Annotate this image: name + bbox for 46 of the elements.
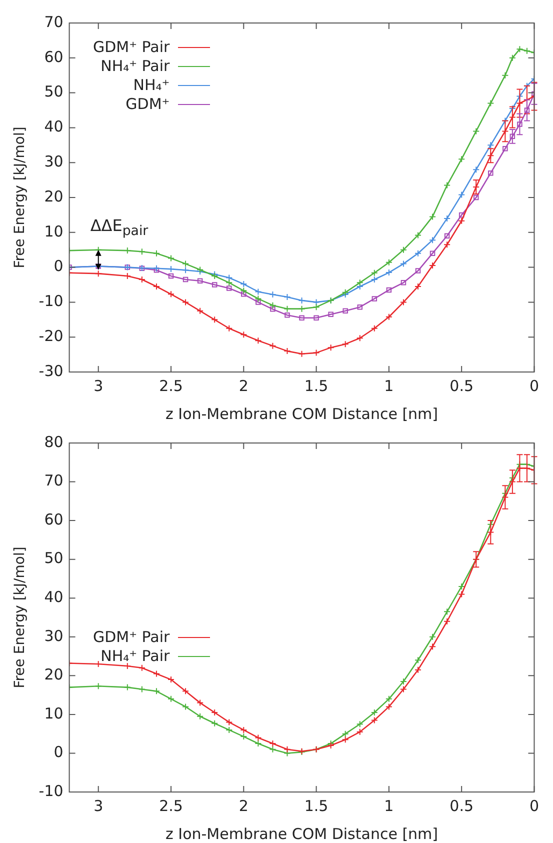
x-tick-label: 0.5 bbox=[450, 376, 474, 395]
y-tick-label: -10 bbox=[38, 782, 64, 800]
x-tick-label: 2 bbox=[238, 376, 248, 395]
legend-label: NH₄⁺ Pair bbox=[100, 57, 170, 76]
y-tick-label: 10 bbox=[44, 222, 64, 240]
y-tick-label: 60 bbox=[44, 48, 64, 66]
y-axis-title: Free Energy [kJ/mol] bbox=[12, 546, 28, 688]
x-tick-label: 0.5 bbox=[450, 796, 474, 815]
x-tick-label: 1 bbox=[384, 376, 394, 395]
x-axis-title: z Ion-Membrane COM Distance [nm] bbox=[166, 404, 438, 423]
x-tick-label: 0 bbox=[529, 376, 539, 395]
y-tick-label: 30 bbox=[44, 626, 64, 645]
y-tick-label: 0 bbox=[54, 743, 64, 762]
legend-label: GDM⁺ Pair bbox=[93, 38, 170, 57]
x-tick-label: 3 bbox=[94, 796, 104, 815]
y-tick-label: 50 bbox=[44, 549, 64, 568]
y-tick-label: 0 bbox=[54, 257, 64, 276]
y-tick-label: -10 bbox=[38, 292, 64, 310]
x-tick-label: 2 bbox=[238, 796, 248, 815]
x-tick-label: 1 bbox=[384, 796, 394, 815]
legend-label: NH₄⁺ bbox=[133, 76, 170, 95]
x-tick-label: 1.5 bbox=[304, 376, 328, 395]
y-tick-label: 60 bbox=[44, 510, 64, 528]
legend-label: GDM⁺ Pair bbox=[93, 628, 170, 647]
x-tick-label: 1.5 bbox=[304, 796, 328, 815]
annotation: ΔΔE$_{pair}$ bbox=[90, 216, 148, 240]
y-tick-label: 80 bbox=[44, 432, 64, 451]
y-tick-label: 20 bbox=[44, 666, 64, 684]
y-tick-label: 40 bbox=[44, 118, 64, 136]
y-axis-title: Free Energy [kJ/mol] bbox=[12, 126, 28, 268]
legend-label: NH₄⁺ Pair bbox=[100, 647, 170, 666]
y-tick-label: 20 bbox=[44, 187, 64, 206]
x-tick-label: 2.5 bbox=[159, 376, 183, 395]
y-tick-label: 40 bbox=[44, 588, 64, 606]
y-tick-label: 30 bbox=[44, 152, 64, 170]
y-tick-label: -30 bbox=[38, 362, 64, 380]
y-tick-label: -20 bbox=[38, 326, 64, 345]
y-tick-label: 70 bbox=[44, 472, 64, 490]
y-tick-label: 70 bbox=[44, 12, 64, 31]
y-tick-label: 50 bbox=[44, 82, 64, 101]
legend-label: GDM⁺ bbox=[126, 95, 170, 114]
x-tick-label: 3 bbox=[94, 376, 104, 395]
y-tick-label: 10 bbox=[44, 704, 64, 722]
x-axis-title: z Ion-Membrane COM Distance [nm] bbox=[166, 824, 438, 843]
x-tick-label: 0 bbox=[529, 796, 539, 815]
x-tick-label: 2.5 bbox=[159, 796, 183, 815]
